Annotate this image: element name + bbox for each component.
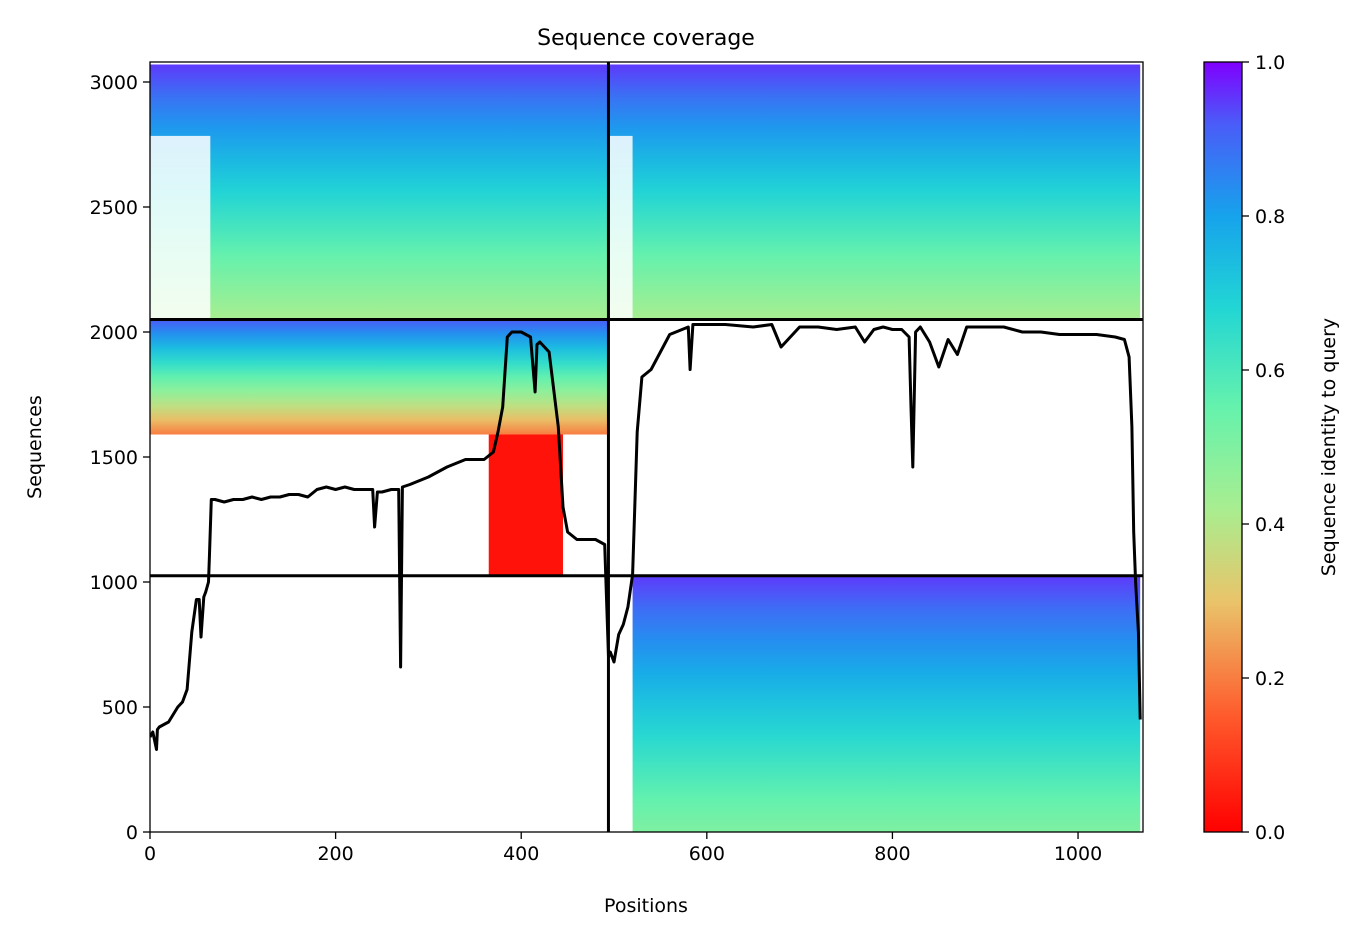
- block-chain-B-top: [608, 64, 1141, 320]
- coverage-line-group: [150, 323, 1142, 751]
- colorbar-tick-label: 0.2: [1255, 668, 1285, 690]
- colorbar-tick-label: 0.0: [1255, 822, 1285, 844]
- y-tick-label: 3000: [90, 72, 138, 94]
- y-tick-label: 2500: [90, 197, 138, 219]
- plot-frame: [149, 61, 1144, 833]
- y-tick-label: 0: [126, 822, 138, 844]
- block-chain-A-top: [150, 64, 609, 320]
- y-tick-label: 2000: [90, 322, 138, 344]
- colorbar-label: Sequence identity to query: [1318, 318, 1340, 576]
- coverage-line: [150, 323, 1142, 751]
- y-tick-label: 1000: [90, 572, 138, 594]
- y-tick-label: 1500: [90, 447, 138, 469]
- x-tick-label: 1000: [1054, 843, 1102, 865]
- colorbar: [1203, 61, 1243, 833]
- block-gap-chain-B-top: [608, 135, 633, 320]
- x-axis-label: Positions: [604, 895, 688, 917]
- colorbar-tick-label: 0.4: [1255, 514, 1285, 536]
- block-chain-A-mid: [150, 319, 609, 435]
- x-axis-ticks: 0 200 400 600 800 1000: [144, 832, 1102, 865]
- colorbar-tick-label: 0.8: [1255, 206, 1285, 228]
- colorbar-ticks: 0.0 0.2 0.4 0.6 0.8 1.0: [1242, 52, 1285, 844]
- x-tick-label: 200: [317, 843, 353, 865]
- coverage-blocks: [150, 64, 1141, 832]
- chart-title: Sequence coverage: [537, 26, 755, 51]
- y-axis-label: Sequences: [24, 395, 46, 499]
- block-chain-A-mid-red: [488, 434, 563, 575]
- x-tick-label: 0: [144, 843, 156, 865]
- y-axis-ticks: 0 500 1000 1500 2000 2500 3000: [90, 72, 150, 844]
- chain-dividers: [150, 62, 1143, 832]
- x-tick-label: 800: [874, 843, 910, 865]
- colorbar-tick-label: 0.6: [1255, 360, 1285, 382]
- x-tick-label: 600: [689, 843, 725, 865]
- colorbar-tick-label: 1.0: [1255, 52, 1285, 74]
- y-tick-label: 500: [102, 697, 138, 719]
- block-gap-chain-A-top: [150, 135, 211, 320]
- x-tick-label: 400: [503, 843, 539, 865]
- block-chain-B-bottom: [632, 575, 1141, 832]
